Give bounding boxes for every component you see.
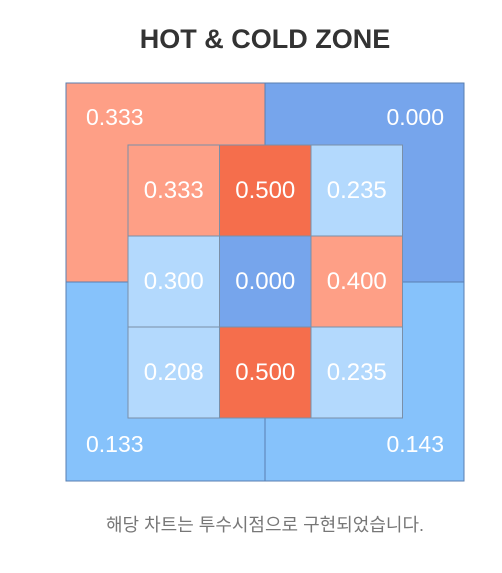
inner-zone-label: 0.235 bbox=[327, 177, 387, 204]
footnote: 해당 차트는 투수시점으로 구현되었습니다. bbox=[106, 515, 424, 535]
title: HOT & COLD ZONE bbox=[140, 24, 391, 54]
inner-zone bbox=[310, 235, 403, 328]
inner-zone-label: 0.208 bbox=[144, 359, 204, 386]
outer-zone-label: 0.133 bbox=[86, 431, 144, 457]
inner-zone bbox=[127, 326, 220, 419]
outer-zone-label: 0.000 bbox=[386, 104, 444, 130]
inner-zone-label: 0.500 bbox=[235, 177, 295, 204]
inner-zone-label: 0.400 bbox=[327, 268, 387, 295]
inner-zone bbox=[219, 235, 312, 328]
outer-zone-label: 0.333 bbox=[86, 104, 144, 130]
inner-zone bbox=[310, 144, 403, 237]
inner-zone-label: 0.333 bbox=[144, 177, 204, 204]
inner-zones: 0.333 0.500 0.235 0.300 0.000 0.400 0.208 0.500… bbox=[127, 144, 403, 419]
outer-zone-label: 0.143 bbox=[386, 431, 444, 457]
inner-zone bbox=[310, 326, 403, 419]
inner-zone-label: 0.500 bbox=[235, 359, 295, 386]
inner-zone-label: 0.300 bbox=[144, 268, 204, 295]
inner-zone bbox=[219, 326, 312, 419]
inner-zone bbox=[127, 235, 220, 328]
inner-zone-label: 0.235 bbox=[327, 359, 387, 386]
inner-zone-label: 0.000 bbox=[235, 268, 295, 295]
